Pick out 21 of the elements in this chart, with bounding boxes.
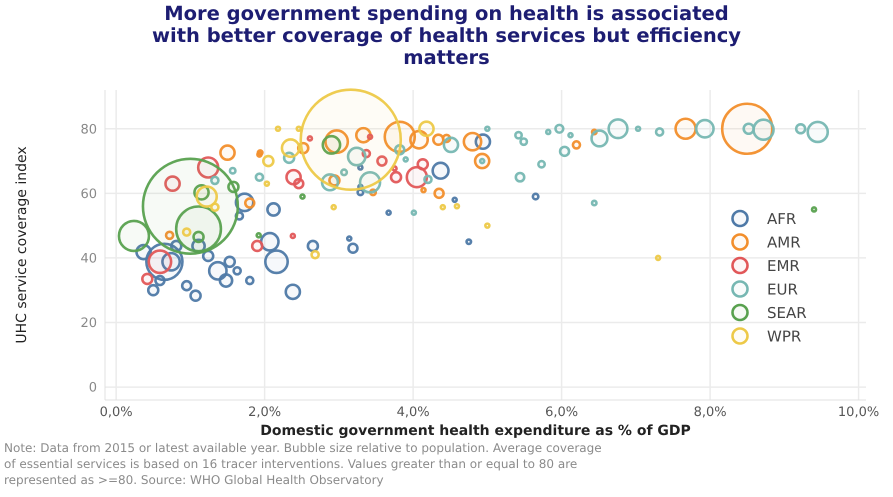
text: Note: Data from 2015 or latest available year. Bubble size relative to population. Average coverage of essential services is based on 16 tracer interventions. Values greater than or equal to 80 are represented as >=80. Source: WHO Global Health Observatory: [4, 441, 602, 487]
y-tick-label: 40: [80, 251, 97, 266]
x-tick-label: 2,0%: [248, 405, 282, 420]
y-tick-label: 80: [80, 122, 97, 138]
legend-label: AFR: [767, 210, 796, 228]
x-tick-label: 8,0%: [694, 405, 727, 420]
x-tick-label: 6,0%: [545, 405, 578, 420]
y-tick-label: 20: [80, 316, 97, 331]
x-tick-label: 4,0%: [396, 405, 430, 420]
y-tick-label: 60: [80, 186, 97, 202]
y-axis-title: UHC service coverage index: [14, 146, 30, 344]
chart-title: More government spending on health is associated with better coverage of health services but efficiency matters: [152, 2, 742, 69]
y-tick-label: 0: [88, 380, 97, 396]
legend-label: SEAR: [767, 304, 807, 322]
legend-label: EMR: [767, 257, 800, 275]
legend-label: EUR: [767, 280, 798, 298]
x-tick-label: 0,0%: [100, 405, 133, 420]
legend-label: WPR: [767, 328, 802, 346]
legend-label: AMR: [767, 234, 801, 252]
x-tick-label: 10,0%: [838, 405, 880, 420]
x-axis-title: Domestic government health expenditure as % of GDP: [260, 423, 691, 439]
